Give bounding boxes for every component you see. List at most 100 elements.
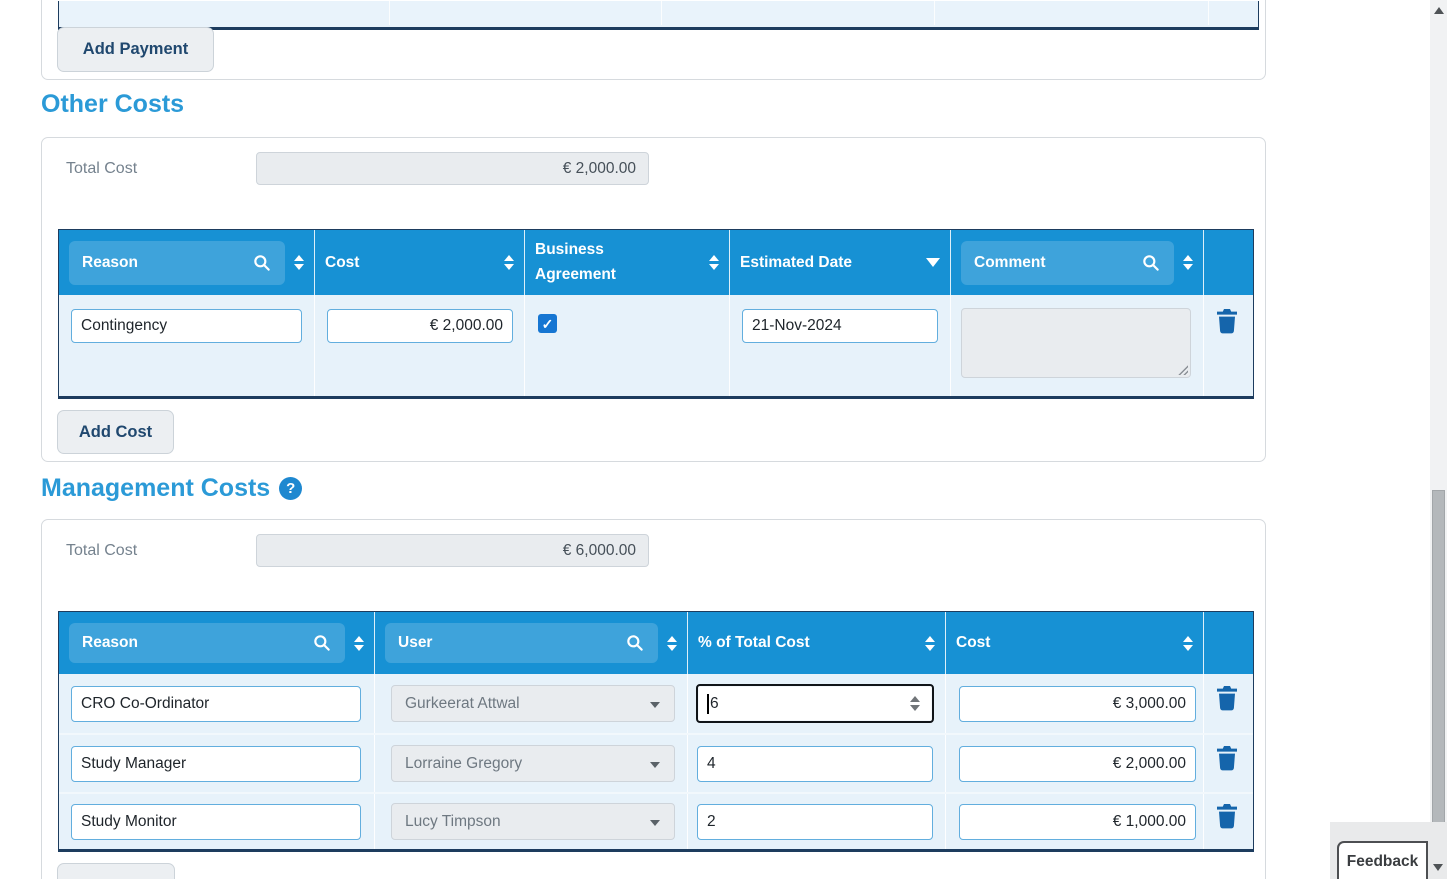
sort-icon[interactable] — [667, 635, 677, 651]
column-divider — [389, 1, 390, 25]
other-costs-title-text: Other Costs — [41, 90, 185, 118]
management-costs-title: Management Costs ? — [41, 474, 303, 503]
management-costs-table: Reason User % of Total Cost — [58, 611, 1254, 852]
cost-input[interactable] — [959, 686, 1196, 722]
header-cell-cost[interactable]: Cost — [946, 612, 1204, 674]
reason-header-label: Reason — [82, 634, 138, 651]
sort-icon[interactable] — [925, 635, 935, 651]
user-select[interactable]: Lucy Timpson — [391, 803, 675, 840]
estimated-date-header-label: Estimated Date — [740, 253, 852, 271]
management-total-cost-label: Total Cost — [66, 542, 138, 559]
reason-input[interactable] — [71, 686, 361, 722]
scrollbar-thumb[interactable] — [1432, 490, 1445, 838]
reason-filter[interactable]: Reason — [69, 623, 345, 663]
percent-input[interactable] — [697, 804, 933, 840]
percent-input-focused[interactable]: 6 — [696, 684, 934, 723]
cell-reason — [59, 735, 375, 792]
comment-filter[interactable]: Comment — [961, 240, 1174, 285]
help-icon[interactable]: ? — [279, 477, 303, 500]
estimated-date-input[interactable] — [742, 309, 938, 343]
header-cell-actions — [1204, 612, 1253, 674]
cell-actions — [1204, 295, 1253, 396]
cost-input[interactable] — [959, 746, 1196, 782]
add-cost-button[interactable]: Add Cost — [57, 410, 174, 454]
business-agreement-checkbox[interactable] — [538, 314, 557, 333]
other-total-cost-value: € 2,000.00 — [256, 152, 649, 185]
sort-icon[interactable] — [1183, 635, 1193, 651]
cost-input[interactable] — [959, 804, 1196, 840]
cell-percent — [688, 735, 946, 792]
header-cell-user: User — [375, 612, 688, 674]
cost-header-label: Cost — [325, 253, 360, 271]
search-icon — [627, 635, 643, 651]
resize-handle-icon[interactable] — [1177, 364, 1188, 375]
cell-actions — [1204, 674, 1253, 733]
management-total-cost-value: € 6,000.00 — [256, 534, 649, 567]
column-divider — [1208, 1, 1209, 25]
header-cell-business-agreement[interactable]: Business Agreement — [525, 230, 730, 295]
other-cost-row — [59, 295, 1253, 396]
percent-input[interactable] — [697, 746, 933, 782]
payments-table-partial-row — [58, 1, 1259, 30]
cost-header-label: Cost — [956, 634, 991, 651]
cell-reason — [59, 674, 375, 733]
reason-input[interactable] — [71, 309, 302, 343]
management-table-header: Reason User % of Total Cost — [59, 612, 1253, 674]
percent-value: 6 — [710, 694, 719, 712]
scroll-up-arrow-icon[interactable] — [1434, 7, 1444, 14]
add-payment-button[interactable]: Add Payment — [57, 27, 214, 72]
cell-user: Gurkeerat Attwal — [375, 674, 688, 733]
sort-icon[interactable] — [709, 255, 719, 270]
user-filter[interactable]: User — [385, 623, 658, 663]
reason-input[interactable] — [71, 746, 361, 782]
delete-row-icon[interactable] — [1215, 308, 1239, 334]
delete-row-icon[interactable] — [1215, 685, 1239, 711]
other-costs-title: Other Costs — [41, 90, 184, 119]
cell-cost — [315, 295, 525, 396]
other-total-cost-label: Total Cost — [66, 160, 138, 177]
management-cost-row: Gurkeerat Attwal 6 — [59, 674, 1253, 733]
search-icon — [1143, 254, 1159, 271]
other-costs-table: Reason Cost Business Agreement Estima — [58, 229, 1254, 399]
payments-card: Add Payment — [41, 0, 1266, 80]
sort-descending-icon[interactable] — [926, 258, 940, 267]
feedback-button[interactable]: Feedback — [1337, 841, 1428, 879]
text-cursor — [707, 693, 709, 714]
reason-filter[interactable]: Reason — [69, 240, 285, 285]
column-divider — [934, 1, 935, 25]
cell-user: Lucy Timpson — [375, 794, 688, 849]
sort-icon[interactable] — [504, 255, 514, 270]
sort-icon[interactable] — [354, 635, 364, 651]
delete-row-icon[interactable] — [1215, 745, 1239, 771]
header-cell-estimated-date[interactable]: Estimated Date — [730, 230, 951, 295]
cell-percent: 6 — [688, 674, 946, 733]
vertical-scrollbar[interactable] — [1430, 0, 1447, 879]
user-select[interactable]: Lorraine Gregory — [391, 745, 675, 782]
header-cell-percent[interactable]: % of Total Cost — [688, 612, 946, 674]
reason-input[interactable] — [71, 804, 361, 840]
add-management-cost-button-partial[interactable] — [57, 863, 175, 879]
sort-icon[interactable] — [294, 255, 304, 270]
cell-reason — [59, 794, 375, 849]
header-cell-comment: Comment — [951, 230, 1204, 295]
header-cell-cost[interactable]: Cost — [315, 230, 525, 295]
user-select[interactable]: Gurkeerat Attwal — [391, 685, 675, 722]
other-costs-card: Total Cost € 2,000.00 Reason Cost — [41, 137, 1266, 462]
business-agreement-header-label: Business Agreement — [535, 241, 616, 283]
management-costs-title-text: Management Costs — [41, 474, 271, 502]
scroll-down-arrow-icon[interactable] — [1433, 864, 1443, 871]
comment-textarea[interactable] — [961, 308, 1191, 378]
search-icon — [314, 635, 330, 651]
cost-input[interactable] — [327, 309, 513, 343]
cell-estimated-date — [730, 295, 951, 396]
cell-cost — [946, 735, 1204, 792]
cell-business-agreement — [525, 295, 730, 396]
number-spinner-icon[interactable] — [907, 694, 923, 713]
header-cell-reason: Reason — [59, 230, 315, 295]
delete-row-icon[interactable] — [1215, 803, 1239, 829]
user-select-value: Lorraine Gregory — [405, 754, 523, 772]
sort-icon[interactable] — [1183, 255, 1193, 270]
percent-header-label: % of Total Cost — [698, 634, 810, 651]
header-cell-reason: Reason — [59, 612, 375, 674]
